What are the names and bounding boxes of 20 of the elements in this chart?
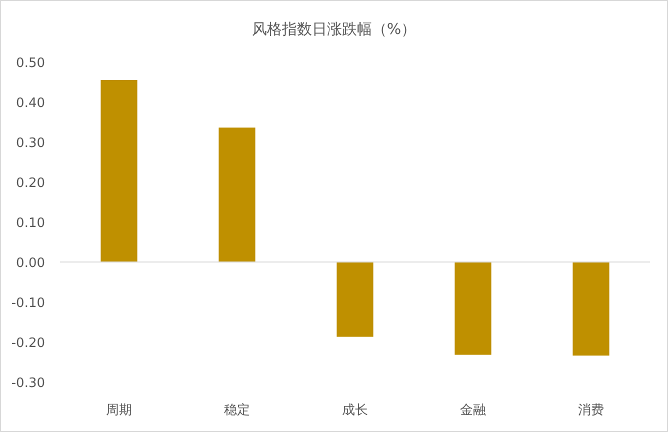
- bar: [454, 262, 492, 355]
- y-tick-label: 0.50: [16, 56, 45, 71]
- x-tick-label: 周期: [106, 403, 132, 418]
- y-tick-label: -0.20: [11, 336, 45, 351]
- y-tick-label: 0.00: [16, 256, 45, 271]
- bar: [218, 128, 256, 262]
- bar: [336, 262, 374, 337]
- y-tick-label: 0.10: [16, 216, 45, 231]
- y-tick-label: -0.10: [11, 296, 45, 311]
- x-tick-label: 金融: [460, 403, 486, 418]
- y-tick-label: -0.30: [11, 376, 45, 391]
- y-tick-label: 0.20: [16, 176, 45, 191]
- y-tick-label: 0.40: [16, 96, 45, 111]
- bar: [100, 80, 138, 262]
- x-tick-label: 稳定: [224, 403, 250, 418]
- x-tick-label: 成长: [342, 403, 368, 418]
- x-tick-label: 消费: [578, 403, 604, 418]
- y-tick-label: 0.30: [16, 136, 45, 151]
- bar: [572, 262, 610, 356]
- chart-title: 风格指数日涨跌幅（%）: [252, 20, 416, 38]
